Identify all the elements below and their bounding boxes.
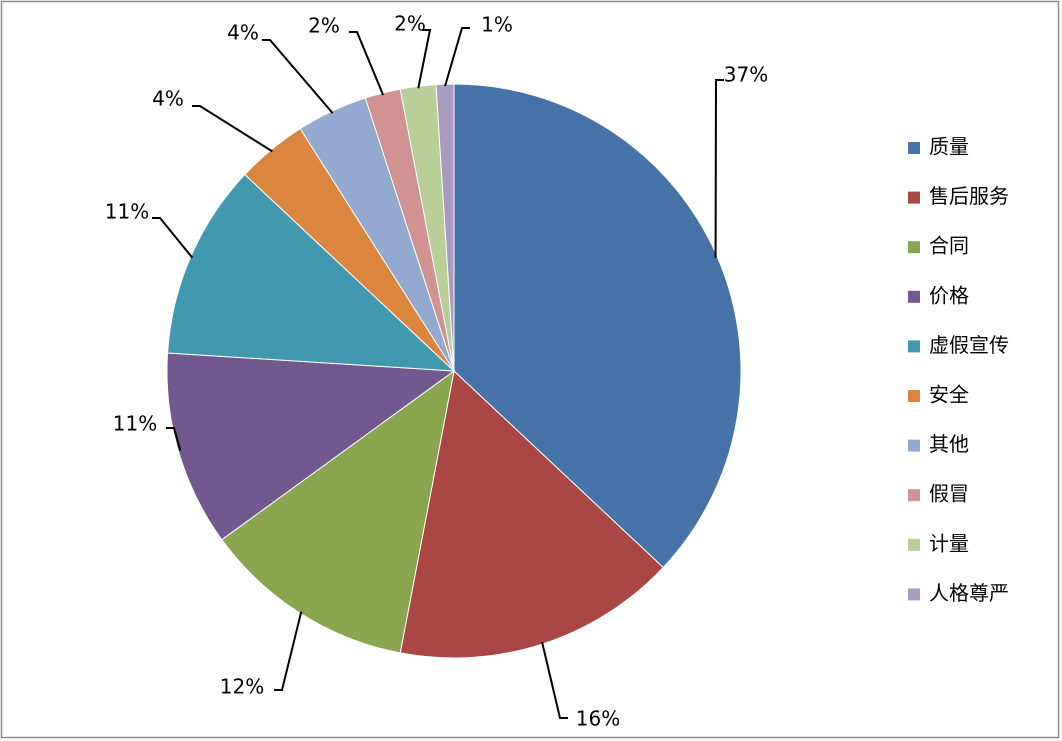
legend-label: 假冒 bbox=[929, 482, 969, 506]
leader-line bbox=[714, 79, 724, 258]
legend-label: 合同 bbox=[929, 234, 969, 258]
data-label: 4% bbox=[152, 87, 184, 111]
legend-label: 虚假宣传 bbox=[929, 333, 1009, 357]
legend-label: 售后服务 bbox=[929, 184, 1009, 208]
data-label: 37% bbox=[724, 63, 768, 87]
legend-swatch bbox=[908, 340, 920, 353]
legend-swatch bbox=[908, 142, 920, 154]
data-label: 12% bbox=[220, 675, 264, 699]
pie-slice bbox=[166, 352, 456, 541]
legend-swatch bbox=[908, 241, 920, 254]
data-label: 11% bbox=[105, 200, 149, 224]
leader-line bbox=[192, 105, 273, 153]
leader-line bbox=[262, 39, 334, 114]
legend-label: 价格 bbox=[929, 283, 969, 307]
leader-line bbox=[274, 611, 303, 691]
legend-label: 安全 bbox=[929, 383, 969, 407]
legend-swatch bbox=[908, 489, 920, 502]
legend-label: 人格尊严 bbox=[929, 581, 1009, 605]
legend-label: 其他 bbox=[929, 432, 969, 456]
data-label: 2% bbox=[308, 14, 340, 38]
legend-swatch bbox=[908, 538, 920, 551]
legend-swatch bbox=[908, 191, 920, 204]
leader-line bbox=[349, 31, 385, 96]
legend-swatch bbox=[908, 439, 920, 452]
leader-line bbox=[417, 29, 432, 89]
leader-line bbox=[444, 27, 470, 87]
leader-line bbox=[166, 427, 182, 451]
data-label: 1% bbox=[481, 13, 513, 37]
legend-swatch bbox=[908, 290, 920, 303]
pie-slice bbox=[453, 83, 742, 569]
legend-label: 质量 bbox=[929, 135, 969, 159]
legend-swatch bbox=[908, 390, 920, 402]
data-label: 2% bbox=[394, 12, 426, 36]
legend-label: 计量 bbox=[929, 531, 969, 555]
data-label: 4% bbox=[227, 21, 259, 45]
data-label: 11% bbox=[113, 412, 157, 436]
leader-line bbox=[152, 217, 194, 259]
data-label: 16% bbox=[576, 707, 620, 731]
legend-swatch bbox=[908, 588, 920, 601]
leader-line bbox=[541, 641, 568, 719]
